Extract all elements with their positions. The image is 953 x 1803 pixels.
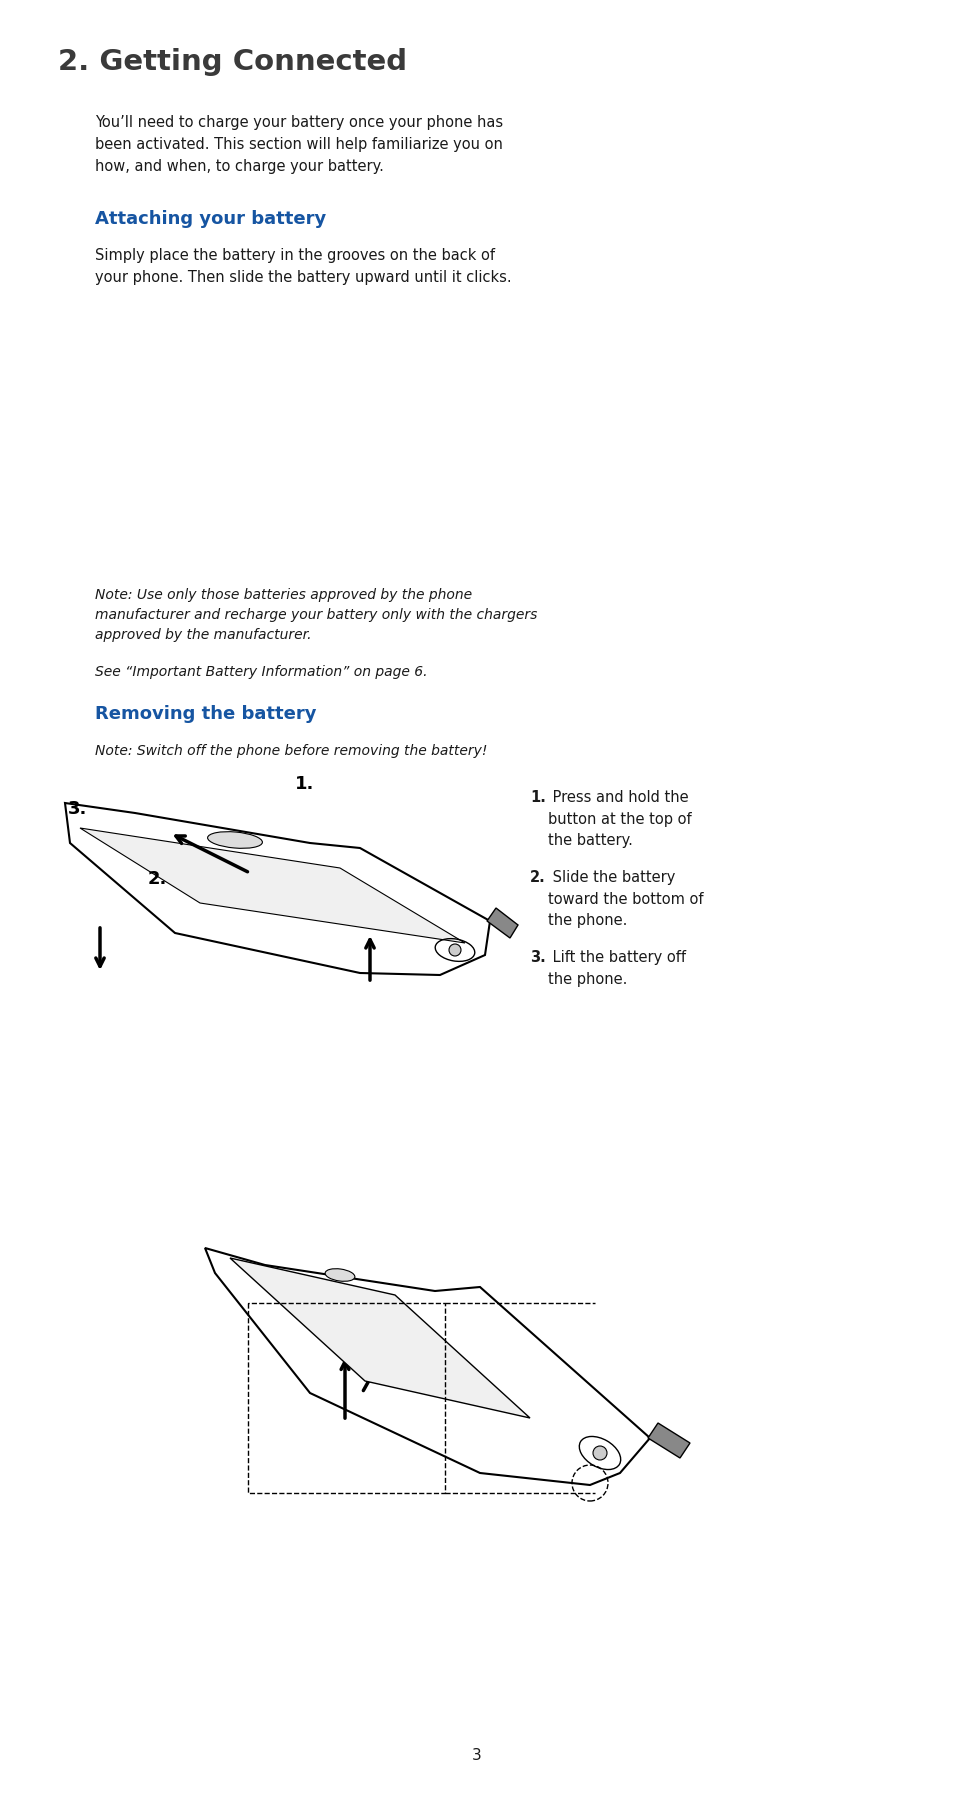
Polygon shape	[230, 1258, 530, 1417]
Text: how, and when, to charge your battery.: how, and when, to charge your battery.	[95, 159, 383, 175]
Text: 1.: 1.	[294, 775, 314, 793]
Text: Note: Switch off the phone before removing the battery!: Note: Switch off the phone before removi…	[95, 745, 487, 757]
Text: 3.: 3.	[68, 801, 88, 819]
Polygon shape	[486, 909, 517, 938]
Circle shape	[449, 945, 460, 956]
Ellipse shape	[325, 1269, 355, 1282]
Text: Attaching your battery: Attaching your battery	[95, 209, 326, 227]
Text: 3: 3	[472, 1747, 481, 1763]
Text: You’ll need to charge your battery once your phone has: You’ll need to charge your battery once …	[95, 115, 502, 130]
Text: Note: Use only those batteries approved by the phone
manufacturer and recharge y: Note: Use only those batteries approved …	[95, 588, 537, 642]
Text: See “Important Battery Information” on page 6.: See “Important Battery Information” on p…	[95, 665, 427, 680]
Text: 2.: 2.	[530, 871, 545, 885]
Text: 2.: 2.	[148, 871, 167, 889]
Text: Removing the battery: Removing the battery	[95, 705, 316, 723]
Text: 3.: 3.	[530, 950, 545, 965]
Circle shape	[593, 1446, 606, 1460]
Text: Simply place the battery in the grooves on the back of: Simply place the battery in the grooves …	[95, 249, 495, 263]
Text: your phone. Then slide the battery upward until it clicks.: your phone. Then slide the battery upwar…	[95, 270, 511, 285]
Polygon shape	[205, 1248, 649, 1486]
Text: Slide the battery
toward the bottom of
the phone.: Slide the battery toward the bottom of t…	[547, 871, 702, 929]
Ellipse shape	[208, 831, 262, 849]
Polygon shape	[65, 802, 490, 975]
Polygon shape	[80, 828, 464, 943]
Text: Press and hold the
button at the top of
the battery.: Press and hold the button at the top of …	[547, 790, 691, 847]
Text: been activated. This section will help familiarize you on: been activated. This section will help f…	[95, 137, 502, 151]
Polygon shape	[647, 1423, 689, 1459]
Text: 1.: 1.	[530, 790, 545, 804]
Text: Lift the battery off
the phone.: Lift the battery off the phone.	[547, 950, 685, 986]
Text: 2. Getting Connected: 2. Getting Connected	[58, 49, 407, 76]
